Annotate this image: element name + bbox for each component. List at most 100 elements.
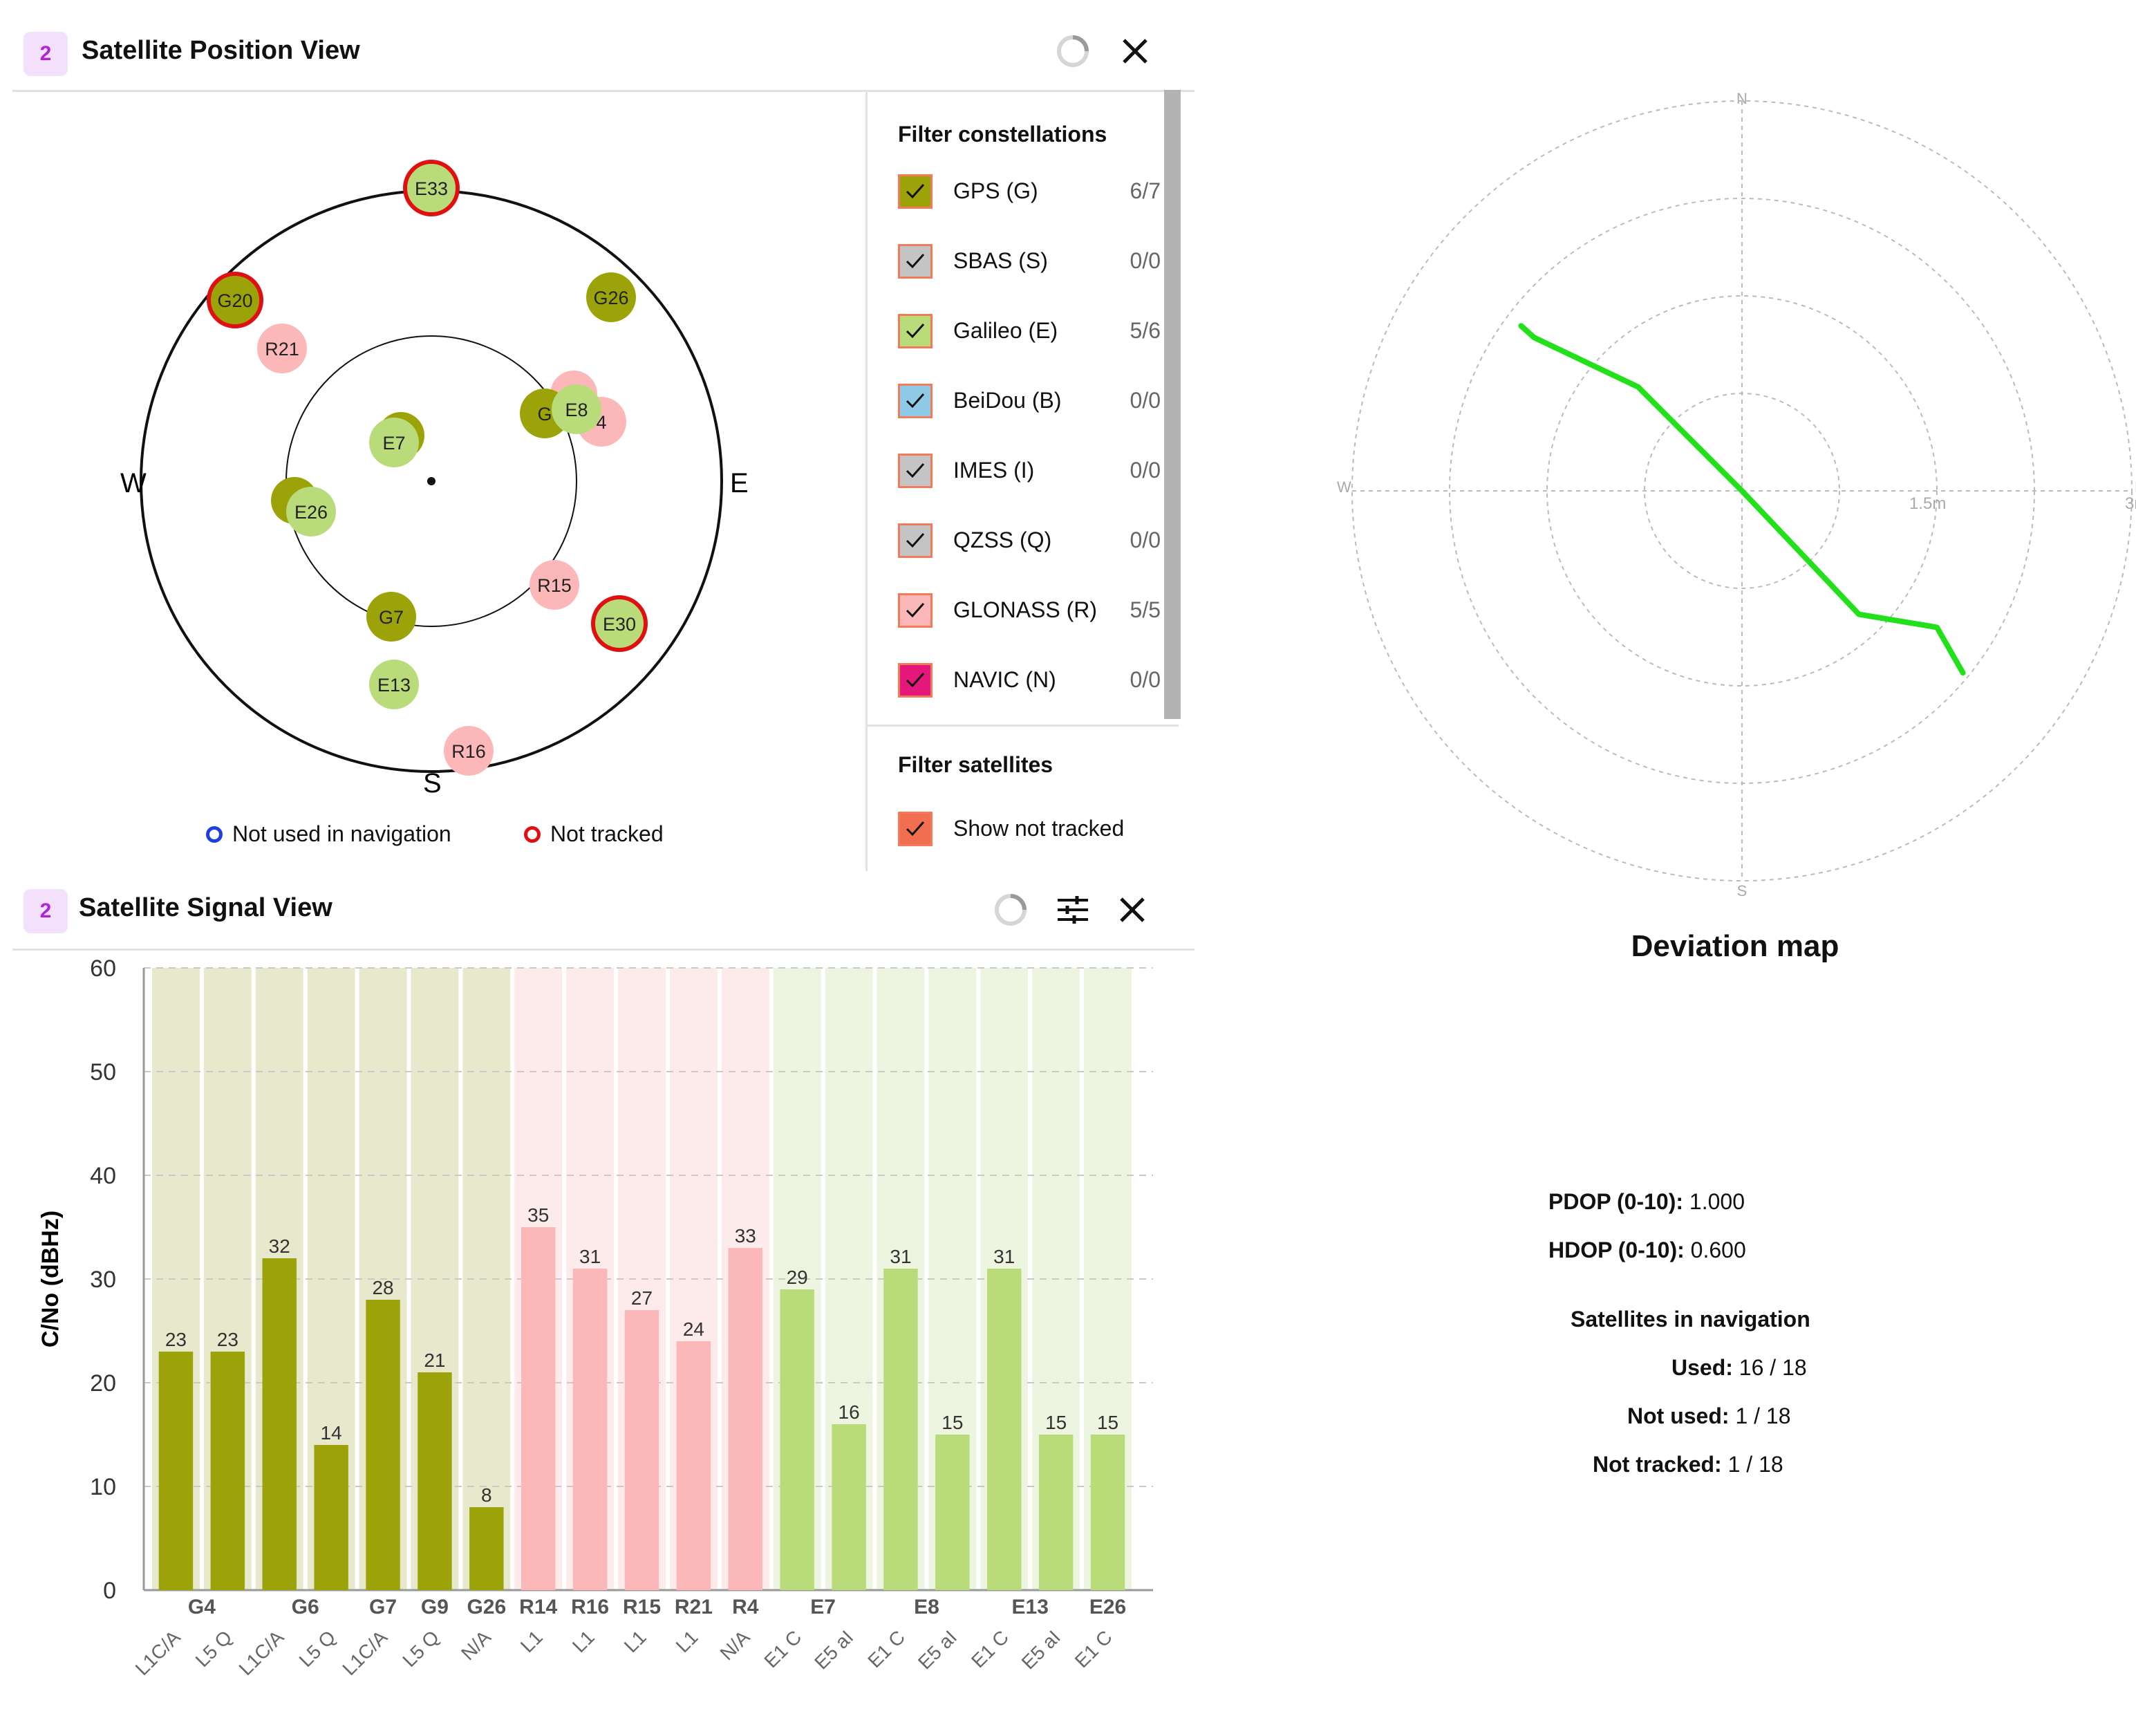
constellation-filter-row[interactable]: Galileo (E) 5/6 — [898, 311, 1161, 353]
signal-bar[interactable] — [728, 1248, 763, 1590]
satellite-marker-E26[interactable]: E26 — [286, 487, 336, 536]
satellite-group-label: G4 — [188, 1596, 216, 1618]
deviation-map-title: Deviation map — [1631, 929, 1839, 963]
satellite-group-label: R15 — [623, 1596, 661, 1618]
satellite-group-label: R14 — [519, 1596, 557, 1618]
check-icon — [906, 821, 925, 837]
signal-bar[interactable] — [521, 1227, 556, 1590]
satellite-marker-R16[interactable]: R16 — [444, 726, 494, 776]
signal-type-label: E1 C — [1071, 1626, 1116, 1672]
satellite-marker-E7[interactable]: E7 — [369, 418, 419, 467]
checkbox[interactable] — [898, 244, 933, 279]
checkbox[interactable] — [898, 384, 933, 418]
signal-bar[interactable] — [624, 1310, 659, 1590]
signal-bar[interactable] — [987, 1269, 1022, 1590]
bar-value-label: 23 — [217, 1329, 238, 1350]
y-tick-label: 20 — [90, 1370, 116, 1397]
compass-south: S — [423, 768, 442, 799]
signal-bar[interactable] — [366, 1300, 400, 1590]
signal-bar[interactable] — [262, 1258, 297, 1590]
constellation-filter-row[interactable]: QZSS (Q) 0/0 — [898, 521, 1161, 562]
constellation-filter-row[interactable]: IMES (I) 0/0 — [898, 451, 1161, 492]
bar-value-label: 32 — [269, 1235, 290, 1257]
loading-spinner-icon — [1057, 35, 1089, 67]
signal-bar[interactable] — [935, 1435, 970, 1590]
satellite-group-label: E26 — [1089, 1596, 1126, 1618]
check-icon — [906, 324, 925, 339]
bar-value-label: 23 — [165, 1329, 187, 1350]
compass-east: E — [2135, 478, 2136, 496]
constellation-count: 0/0 — [1130, 388, 1161, 413]
check-icon — [906, 463, 925, 478]
constellation-filter-row[interactable]: SBAS (S) 0/0 — [898, 241, 1161, 283]
signal-bar[interactable] — [832, 1424, 866, 1590]
bar-value-label: 31 — [890, 1246, 911, 1267]
satellite-marker-E8[interactable]: E8 — [552, 384, 601, 434]
checkbox[interactable] — [898, 663, 933, 698]
constellation-count: 0/0 — [1130, 458, 1161, 483]
signal-type-label: E5 aI — [914, 1626, 961, 1673]
signal-bar[interactable] — [210, 1352, 245, 1590]
satellite-marker-E30[interactable]: E30 — [591, 595, 648, 652]
satellite-marker-G20[interactable]: G20 — [207, 272, 263, 328]
satellite-label: E7 — [382, 433, 405, 454]
signal-type-label: L1 — [672, 1626, 702, 1656]
satellite-label: E33 — [415, 178, 448, 199]
ring-label: 1.5m — [1909, 494, 1946, 513]
signal-bar[interactable] — [572, 1269, 608, 1590]
pdop-row: PDOP (0-10): 1.000 — [1548, 1189, 1745, 1215]
signal-type-label: L1C/A — [338, 1626, 391, 1679]
close-icon[interactable] — [1113, 890, 1152, 929]
signal-type-label: L5 Q — [191, 1626, 236, 1671]
close-icon[interactable] — [1116, 32, 1154, 71]
satellite-marker-E13[interactable]: E13 — [369, 660, 419, 709]
signal-bar[interactable] — [314, 1445, 348, 1590]
satellite-marker-E33[interactable]: E33 — [403, 160, 460, 216]
bar-value-label: 31 — [993, 1246, 1015, 1267]
divider — [868, 725, 1179, 727]
satellite-group-label: R4 — [732, 1596, 759, 1618]
satellite-label: G26 — [593, 288, 628, 308]
satellite-marker-R21[interactable]: R21 — [257, 324, 307, 373]
constellation-label: GLONASS (R) — [953, 597, 1098, 622]
checkbox[interactable] — [898, 174, 933, 209]
constellation-filter-row[interactable]: NAVIC (N) 0/0 — [898, 660, 1161, 702]
checkbox[interactable] — [898, 454, 933, 488]
satellite-marker-G7[interactable]: G7 — [366, 592, 416, 642]
pdop-label: PDOP (0-10): — [1548, 1189, 1684, 1214]
constellation-label: SBAS (S) — [953, 248, 1048, 273]
checkbox[interactable] — [898, 593, 933, 628]
signal-bar[interactable] — [1038, 1435, 1074, 1590]
signal-bar[interactable] — [418, 1372, 452, 1590]
signal-bar[interactable] — [780, 1289, 814, 1590]
bar-value-label: 15 — [1097, 1412, 1118, 1433]
bar-value-label: 27 — [631, 1287, 653, 1309]
hdop-row: HDOP (0-10): 0.600 — [1548, 1238, 1746, 1263]
constellation-filter-row[interactable]: BeiDou (B) 0/0 — [898, 381, 1161, 422]
bar-value-label: 15 — [1045, 1412, 1067, 1433]
settings-sliders-icon[interactable] — [1053, 890, 1092, 929]
checkbox[interactable] — [898, 523, 933, 558]
bar-value-label: 35 — [527, 1204, 549, 1226]
signal-bar[interactable] — [469, 1507, 504, 1590]
satellite-signal-panel: 2 Satellite Signal View 0 10 20 30 40 50 60 C/N… — [12, 872, 1195, 1730]
constellation-label: Galileo (E) — [953, 318, 1058, 343]
satellite-marker-R15[interactable]: R15 — [530, 560, 579, 610]
bar-value-label: 33 — [735, 1225, 756, 1247]
filter-scrollbar[interactable] — [1164, 90, 1181, 719]
signal-bar[interactable] — [158, 1352, 194, 1590]
checkbox[interactable] — [898, 314, 933, 348]
satellite-label: R21 — [265, 339, 299, 360]
satellite-marker-G26[interactable]: G26 — [586, 272, 636, 322]
signal-bar[interactable] — [1090, 1435, 1125, 1590]
window-number-badge: 2 — [24, 32, 68, 76]
pdop-value: 1.000 — [1689, 1189, 1745, 1214]
signal-bar[interactable] — [883, 1269, 918, 1590]
satellite-label: R15 — [537, 575, 572, 596]
signal-bar[interactable] — [676, 1341, 711, 1590]
checkbox[interactable] — [898, 812, 933, 846]
constellation-filter-row[interactable]: GLONASS (R) 5/5 — [898, 590, 1161, 632]
constellation-filter-row[interactable]: GPS (G) 6/7 — [898, 171, 1161, 213]
show-not-tracked-checkbox[interactable]: Show not tracked — [898, 809, 1161, 850]
satellite-group-label: R16 — [571, 1596, 609, 1618]
